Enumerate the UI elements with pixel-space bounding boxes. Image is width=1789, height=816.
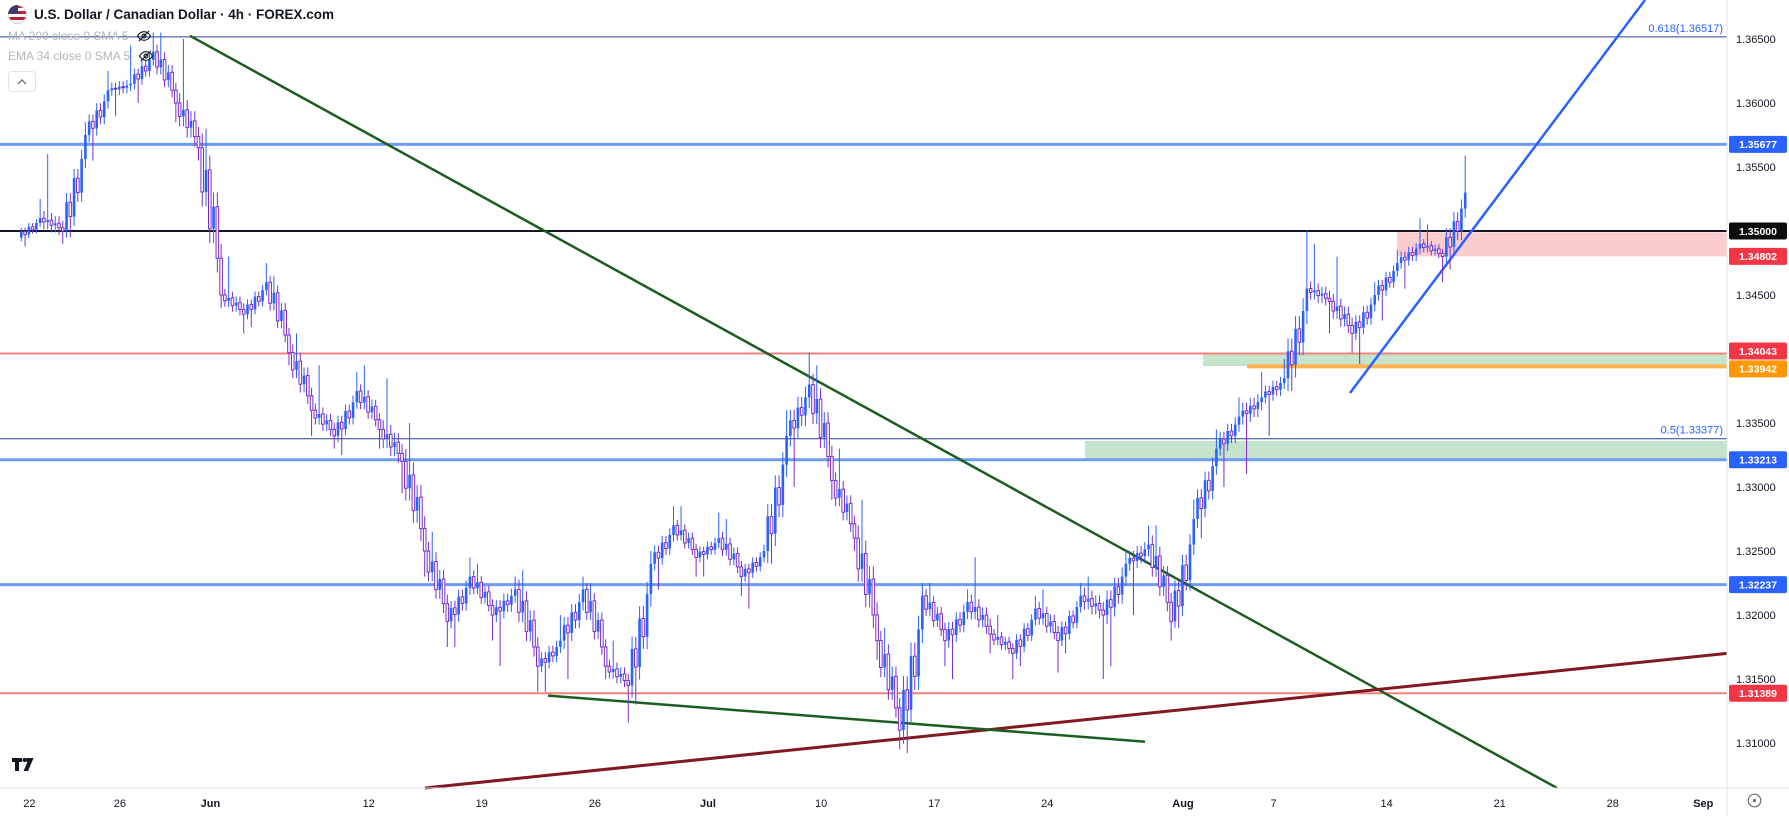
svg-text:26: 26 <box>114 798 126 810</box>
svg-text:14: 14 <box>1380 798 1392 810</box>
svg-text:21: 21 <box>1494 798 1506 810</box>
svg-text:0.618(1.36517): 0.618(1.36517) <box>1648 23 1723 35</box>
svg-text:1.34500: 1.34500 <box>1736 290 1776 302</box>
svg-text:1.31500: 1.31500 <box>1736 674 1776 686</box>
svg-text:1.34043: 1.34043 <box>1739 346 1777 358</box>
svg-text:Jul: Jul <box>700 798 716 810</box>
svg-text:1.31389: 1.31389 <box>1739 688 1777 700</box>
svg-text:0.5(1.33377): 0.5(1.33377) <box>1661 425 1723 437</box>
svg-text:19: 19 <box>476 798 488 810</box>
svg-text:1.32500: 1.32500 <box>1736 546 1776 558</box>
svg-text:1.33000: 1.33000 <box>1736 482 1776 494</box>
svg-text:1.36500: 1.36500 <box>1736 34 1776 46</box>
indicator-legend: MA 200 close 0 SMA 5 EMA 34 close 0 SMA … <box>8 26 155 92</box>
svg-text:22: 22 <box>23 798 35 810</box>
svg-text:7: 7 <box>1270 798 1276 810</box>
indicator-row-ma200[interactable]: MA 200 close 0 SMA 5 <box>8 26 155 46</box>
svg-text:17: 17 <box>928 798 940 810</box>
chart-settings-icon[interactable] <box>1746 792 1763 814</box>
svg-text:24: 24 <box>1041 798 1053 810</box>
svg-text:1.32237: 1.32237 <box>1739 579 1777 591</box>
indicator-label[interactable]: MA 200 close 0 SMA 5 <box>8 29 129 43</box>
eye-off-icon[interactable] <box>136 47 155 66</box>
symbol-header[interactable]: U.S. Dollar / Canadian Dollar · 4h · FOR… <box>8 5 334 24</box>
eye-off-icon[interactable] <box>135 27 154 46</box>
svg-text:1.32000: 1.32000 <box>1736 610 1776 622</box>
svg-text:Aug: Aug <box>1172 798 1193 810</box>
svg-text:1.31000: 1.31000 <box>1736 738 1776 750</box>
us-flag-icon <box>8 5 27 24</box>
svg-text:Jun: Jun <box>201 798 221 810</box>
svg-text:28: 28 <box>1607 798 1619 810</box>
svg-text:1.36000: 1.36000 <box>1736 98 1776 110</box>
svg-text:12: 12 <box>363 798 375 810</box>
svg-text:Sep: Sep <box>1693 798 1713 810</box>
indicator-row-ema34[interactable]: EMA 34 close 0 SMA 5 <box>8 46 155 66</box>
tradingview-logo[interactable] <box>11 754 37 779</box>
symbol-title[interactable]: U.S. Dollar / Canadian Dollar · 4h · FOR… <box>34 7 335 22</box>
svg-text:1.35677: 1.35677 <box>1739 139 1777 151</box>
svg-text:26: 26 <box>589 798 601 810</box>
svg-text:1.33942: 1.33942 <box>1739 364 1777 376</box>
svg-text:1.33213: 1.33213 <box>1739 455 1777 467</box>
svg-text:1.35000: 1.35000 <box>1739 226 1777 238</box>
svg-text:10: 10 <box>815 798 827 810</box>
legend-collapse-button[interactable] <box>8 71 36 92</box>
svg-text:1.33500: 1.33500 <box>1736 418 1776 430</box>
indicator-label[interactable]: EMA 34 close 0 SMA 5 <box>8 49 131 63</box>
svg-text:1.35500: 1.35500 <box>1736 162 1776 174</box>
svg-text:1.34802: 1.34802 <box>1739 251 1777 263</box>
